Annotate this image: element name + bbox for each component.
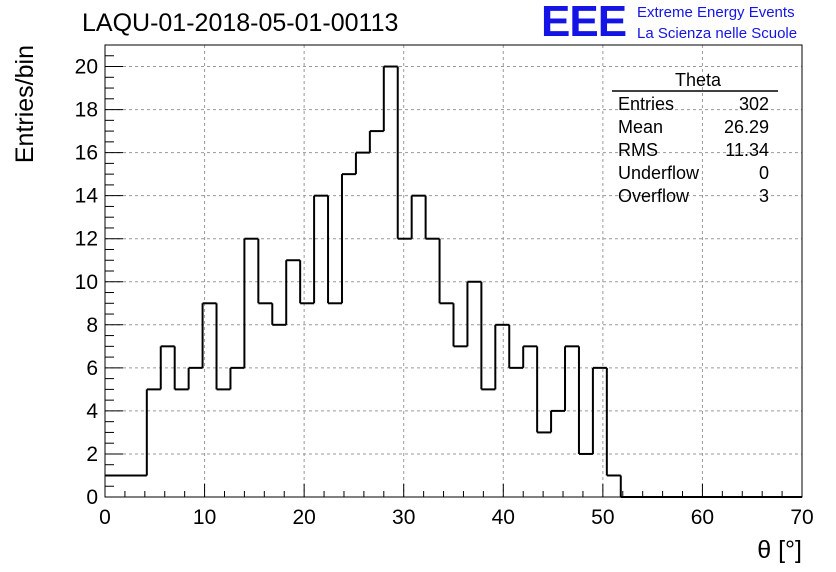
plot-frame (104, 44, 803, 498)
histogram-bin (605, 367, 621, 477)
histogram-bin (187, 366, 203, 390)
stats-row-label: Underflow (618, 163, 700, 183)
stats-row-value: 11.34 (725, 140, 769, 160)
histogram-bin (257, 238, 273, 305)
histogram-bin (466, 280, 482, 347)
logo-line-2: La Scienza nelle Scuole (637, 25, 798, 42)
histogram-bin (340, 173, 356, 304)
x-tick-label: 60 (691, 506, 714, 529)
histogram-bin (299, 260, 315, 305)
histogram-bin (159, 345, 175, 390)
stats-row-label: Entries (618, 94, 674, 114)
histogram-bin (215, 303, 231, 391)
histogram-bin (271, 303, 287, 326)
chart-title: LAQU-01-2018-05-01-00113 (82, 9, 399, 37)
x-axis: 0 10 20 30 40 50 60 70 (99, 484, 814, 529)
y-tick-label: 10 (75, 271, 98, 294)
histogram-bin (313, 194, 329, 304)
stats-row-value: 3 (759, 186, 769, 206)
logo-line-1: Extreme Energy Events (637, 4, 795, 21)
y-tick-label: 20 (75, 56, 98, 79)
histogram-bin (229, 366, 245, 390)
y-tick-label: 4 (86, 400, 98, 423)
histogram-bin (522, 345, 538, 368)
histogram-bin (368, 130, 384, 153)
histogram-bin (173, 346, 189, 391)
x-tick-label: 20 (292, 506, 315, 529)
y-tick-label: 16 (75, 142, 98, 165)
y-tick-label: 6 (86, 357, 98, 380)
histogram-bin (508, 324, 524, 369)
histogram-bin (410, 194, 426, 239)
logo-mark: EEE (541, 0, 627, 46)
x-tick-label: 30 (392, 506, 415, 529)
histogram-series (105, 65, 802, 498)
histogram-bin (480, 281, 496, 391)
histogram-bin (327, 195, 342, 305)
stats-row-value: 0 (759, 163, 769, 183)
y-axis: 0 2 4 6 8 10 12 14 16 18 20 (75, 44, 123, 509)
histogram-bin (438, 238, 454, 305)
histogram-bin (591, 366, 607, 454)
x-axis-title: θ [°] (757, 536, 802, 564)
histogram-bin (564, 345, 579, 411)
stats-box-title: Theta (675, 70, 722, 90)
x-tick-label: 0 (99, 506, 111, 529)
x-tick-label: 70 (790, 506, 813, 529)
histogram-bin (201, 302, 217, 368)
x-tick-label: 40 (492, 506, 515, 529)
stats-row-value: 302 (739, 94, 769, 114)
y-tick-label: 18 (75, 99, 98, 122)
plot-border (104, 44, 803, 498)
y-tick-label: 2 (86, 443, 98, 466)
y-tick-label: 12 (75, 228, 98, 251)
histogram-bin (536, 346, 552, 434)
stats-row-label: RMS (618, 140, 658, 160)
y-tick-label: 14 (75, 185, 99, 208)
stats-row-label: Overflow (618, 186, 690, 206)
grid (105, 45, 802, 497)
y-tick-label: 0 (86, 486, 98, 509)
histogram-bin (354, 151, 370, 175)
histogram-bin (550, 409, 566, 433)
stats-row-label: Mean (618, 117, 663, 137)
histogram-bin (382, 65, 398, 132)
histogram-bin (285, 259, 301, 325)
x-tick-label: 50 (591, 506, 614, 529)
histogram-bin (424, 195, 440, 240)
histogram-bin (396, 66, 412, 240)
histogram-bin (494, 323, 510, 390)
histogram-bin (619, 475, 802, 498)
y-axis-title: Entries/bin (11, 45, 39, 163)
histogram-bin (577, 346, 593, 455)
stats-row-value: 26.29 (724, 117, 769, 137)
histogram-bin (452, 303, 468, 348)
x-tick-label: 10 (193, 506, 216, 529)
eee-logo: EEE Extreme Energy Events La Scienza nel… (541, 0, 831, 46)
y-tick-label: 8 (86, 314, 98, 337)
histogram-bin (243, 237, 259, 368)
histogram-bin (145, 388, 161, 476)
